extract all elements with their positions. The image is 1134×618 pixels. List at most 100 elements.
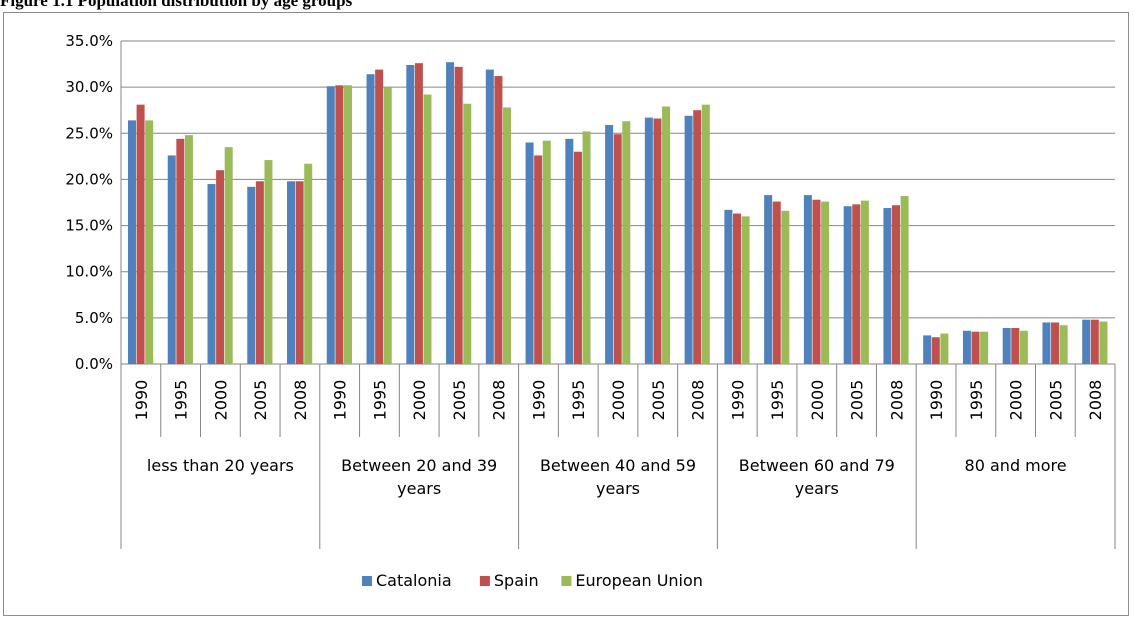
legend-label: Spain (494, 571, 539, 590)
year-tick-label: 2000 (211, 380, 230, 421)
legend-swatch (479, 576, 490, 586)
bar-european-union (701, 104, 710, 365)
bar-spain (812, 199, 821, 364)
y-tick-label: 20.0% (65, 170, 113, 188)
bar-spain (1051, 322, 1060, 364)
bar-catalonia (207, 184, 216, 364)
bar-european-union (224, 147, 233, 364)
bar-catalonia (565, 138, 574, 364)
bar-european-union (343, 85, 352, 364)
year-tick-label: 2008 (887, 380, 906, 421)
bar-catalonia (1002, 328, 1011, 364)
bar-catalonia (883, 208, 892, 364)
bar-spain (494, 76, 503, 364)
year-tick-label: 2008 (490, 380, 509, 421)
bar-catalonia (923, 335, 932, 364)
legend-label: European Union (575, 571, 703, 590)
year-tick-label: 1990 (132, 380, 151, 421)
year-tick-label: 2005 (848, 380, 867, 421)
bar-catalonia (247, 186, 256, 364)
y-tick-label: 30.0% (65, 78, 113, 96)
y-tick-label: 10.0% (65, 263, 113, 281)
bar-catalonia (525, 142, 534, 364)
y-tick-label: 35.0% (65, 32, 113, 50)
bar-european-union (1059, 325, 1068, 364)
year-tick-label: 1995 (370, 380, 389, 421)
bar-european-union (264, 160, 273, 364)
bar-european-union (1099, 321, 1108, 364)
bar-european-union (463, 103, 472, 365)
bar-catalonia (644, 117, 653, 365)
bar-catalonia (843, 206, 852, 364)
y-tick-label: 5.0% (75, 309, 113, 327)
year-tick-label: 2005 (649, 380, 668, 421)
bar-spain (613, 134, 622, 364)
bar-catalonia (446, 62, 455, 365)
bar-catalonia (724, 209, 733, 364)
bar-spain (573, 151, 582, 364)
bar-spain (216, 170, 225, 364)
group-label: Between 60 and 79 years (739, 456, 895, 498)
bar-spain (176, 138, 185, 364)
year-tick-label: 2005 (251, 380, 270, 421)
bar-spain (772, 201, 781, 364)
bar-spain (375, 69, 384, 364)
bar-catalonia (167, 155, 176, 364)
bar-european-union (145, 120, 154, 364)
year-tick-label: 1990 (331, 380, 350, 421)
bar-catalonia (127, 120, 136, 364)
year-tick-label: 2005 (1046, 380, 1065, 421)
bar-spain (295, 181, 304, 364)
bar-spain (892, 205, 901, 364)
bar-european-union (662, 106, 671, 364)
bar-spain (414, 63, 423, 365)
bar-spain (255, 181, 264, 364)
bar-european-union (423, 94, 432, 365)
bar-spain (335, 85, 344, 364)
y-tick-label: 25.0% (65, 124, 113, 142)
year-tick-label: 1990 (927, 380, 946, 421)
bar-spain (136, 104, 145, 365)
bar-spain (931, 337, 940, 364)
bar-spain (852, 204, 861, 364)
bar-spain (971, 331, 980, 364)
bar-catalonia (605, 124, 614, 364)
bar-catalonia (684, 115, 693, 364)
group-label: less than 20 years (147, 456, 294, 475)
bar-european-union (900, 196, 909, 364)
bar-spain (534, 155, 543, 364)
bar-european-union (582, 131, 591, 364)
bar-european-union (542, 140, 551, 364)
bar-european-union (622, 121, 631, 364)
bar-catalonia (1082, 319, 1091, 364)
bar-european-union (1019, 330, 1028, 364)
year-tick-label: 1990 (728, 380, 747, 421)
bar-catalonia (366, 74, 375, 365)
bar-spain (653, 118, 662, 365)
bar-catalonia (1042, 322, 1051, 364)
year-tick-label: 2008 (291, 380, 310, 421)
bar-spain (454, 66, 463, 364)
year-tick-label: 1995 (569, 380, 588, 421)
year-tick-label: 2000 (410, 380, 429, 421)
bar-european-union (741, 216, 750, 364)
bar-catalonia (406, 64, 415, 364)
bar-european-union (304, 163, 313, 364)
bar-european-union (940, 333, 949, 364)
legend-swatch (561, 576, 572, 586)
year-tick-label: 2000 (808, 380, 827, 421)
group-label: Between 20 and 39 years (341, 456, 497, 498)
group-label: Between 40 and 59 years (540, 456, 696, 498)
year-tick-label: 2008 (1086, 380, 1105, 421)
y-tick-label: 15.0% (65, 217, 113, 235)
chart-frame (3, 12, 1129, 616)
bar-catalonia (326, 86, 335, 364)
bar-catalonia (287, 181, 296, 364)
year-tick-label: 2000 (609, 380, 628, 421)
year-tick-label: 1995 (967, 380, 986, 421)
year-tick-label: 1995 (768, 380, 787, 421)
year-tick-label: 1990 (529, 380, 548, 421)
year-tick-label: 1995 (172, 380, 191, 421)
bar-european-union (383, 87, 392, 365)
